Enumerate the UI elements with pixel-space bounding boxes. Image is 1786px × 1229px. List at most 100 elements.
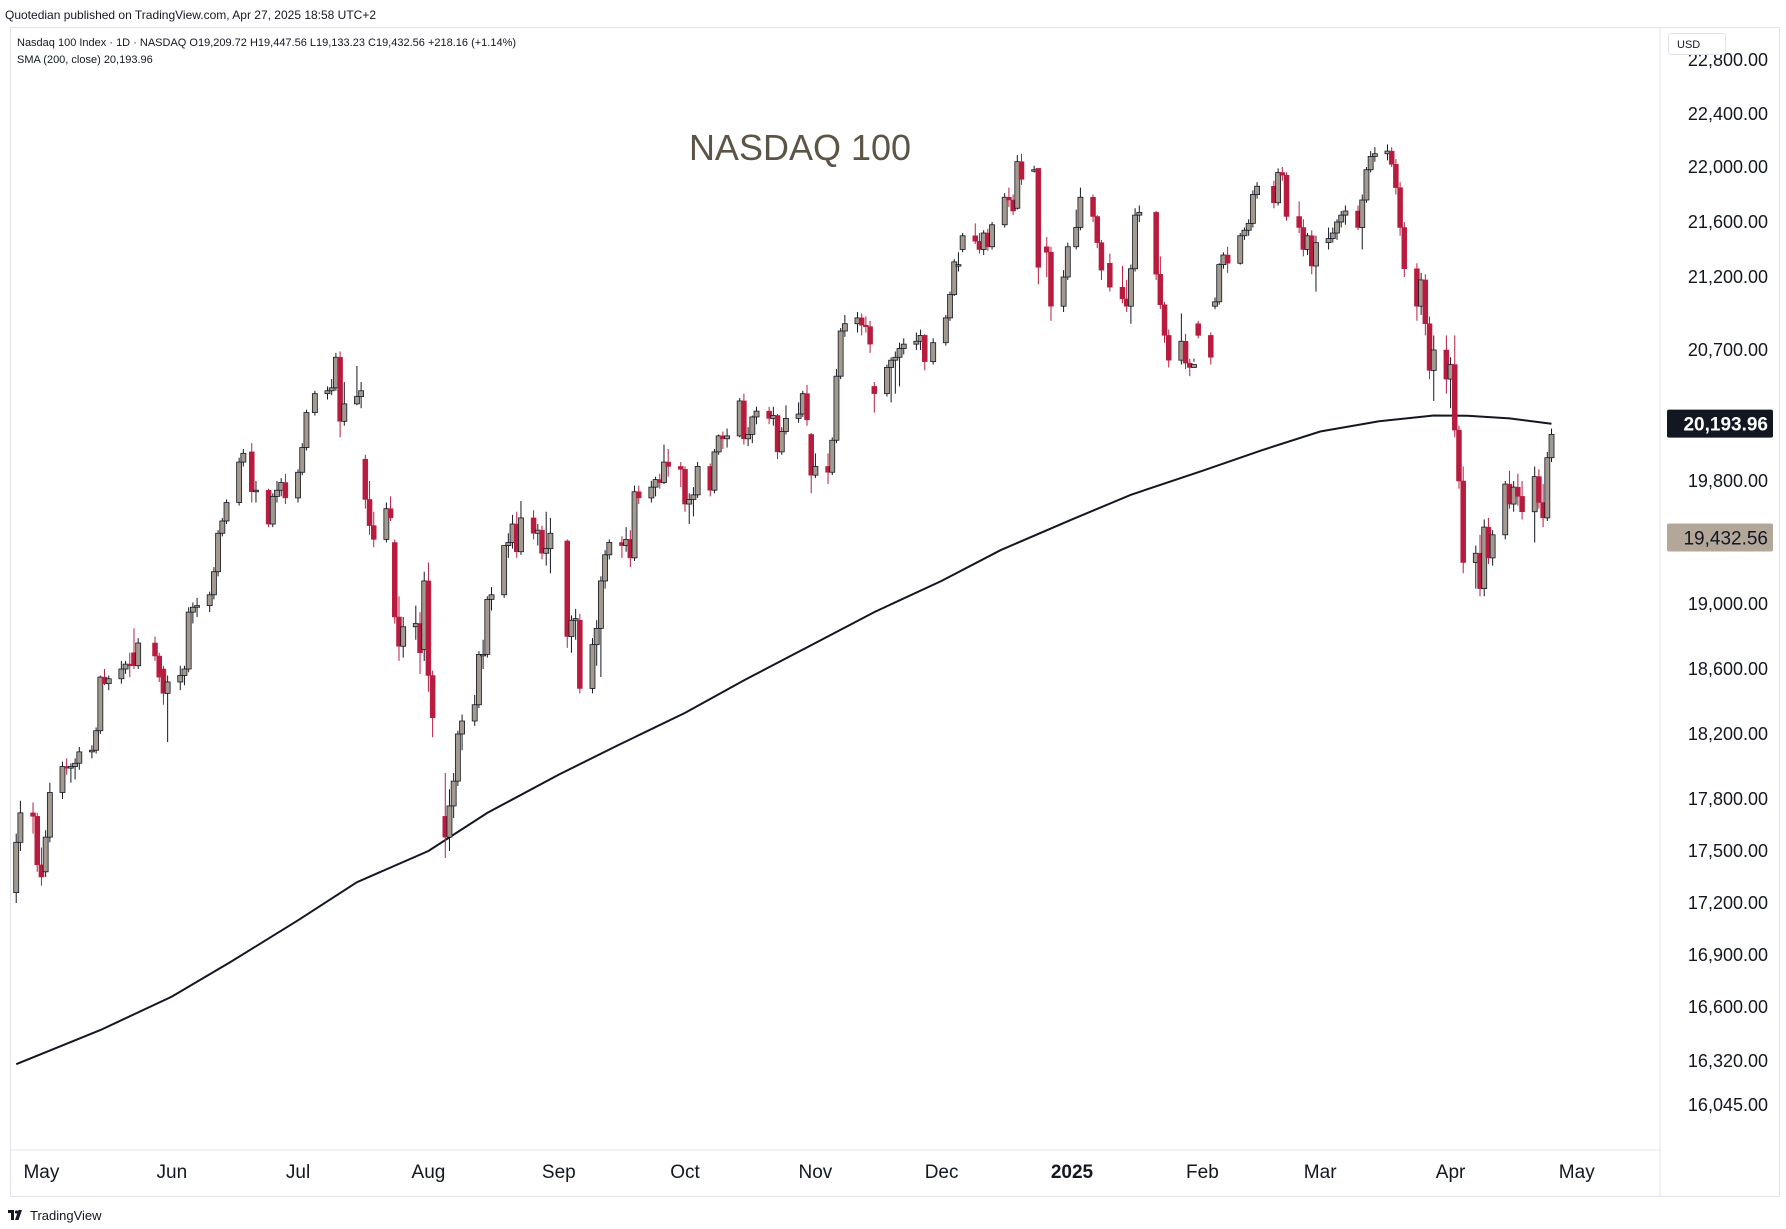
chart-pane[interactable] (10, 27, 1780, 1197)
time-tick-label: Nov (799, 1162, 833, 1183)
sma-line (15, 414, 1552, 1066)
time-scale[interactable]: May Jun Jul Aug Sep Oct Nov Dec 2025 Feb Mar Apr May (10, 1149, 1660, 1183)
indicator-legend-line[interactable]: SMA (200, close) 20,193.96 (17, 54, 153, 66)
candle (1212, 297, 1218, 310)
price-tick-label: 21,600.00 (1688, 212, 1768, 232)
candle-body (1249, 194, 1256, 224)
candle-body (1127, 268, 1134, 307)
candle-body (724, 435, 730, 440)
candle-body (863, 324, 869, 327)
candle (863, 316, 869, 333)
candle (1224, 246, 1231, 273)
candle-body (249, 451, 255, 493)
candle (841, 314, 848, 337)
candle-body (648, 486, 655, 499)
candle-body (370, 525, 377, 540)
time-tick-label: Aug (412, 1162, 446, 1183)
candle-body (299, 447, 306, 473)
price-tick-label: 22,000.00 (1688, 157, 1768, 177)
last-price-label: 19,432.56 (1683, 528, 1768, 549)
candle-body (1367, 155, 1374, 171)
candle (269, 493, 276, 528)
candle-body (888, 359, 895, 368)
footer-brand: TradingView (30, 1207, 102, 1223)
candle (1313, 235, 1319, 292)
candle-body (1060, 276, 1067, 307)
candle-body (892, 356, 899, 361)
candle (1060, 270, 1067, 313)
candle-body (1329, 232, 1336, 239)
candle-body (324, 390, 331, 395)
candle (425, 562, 432, 692)
candle (282, 473, 289, 505)
candle-body (59, 766, 66, 793)
candle-body (1237, 235, 1244, 264)
candle (1430, 335, 1437, 401)
candle (189, 602, 196, 624)
symbol-legend-line[interactable]: Nasdaq 100 Index · 1D · NASDAQ O19,209.7… (17, 37, 517, 49)
candle-body (1098, 242, 1105, 271)
candle-body (311, 393, 318, 413)
candle-body (1363, 169, 1370, 201)
candle-body (1153, 212, 1159, 275)
candle-body (783, 418, 789, 432)
candle-body (690, 494, 697, 500)
candle-body (118, 668, 125, 680)
candle (884, 364, 890, 397)
candle (711, 448, 718, 494)
candle (223, 499, 230, 525)
candle (17, 800, 24, 851)
candle-body (539, 529, 545, 554)
candle (30, 802, 36, 834)
candle-body (896, 348, 903, 358)
candle (1329, 227, 1336, 243)
candle (539, 525, 545, 560)
candle-body (661, 461, 667, 483)
candle (34, 812, 40, 872)
candle-body (1119, 286, 1126, 300)
price-tick-label: 21,200.00 (1688, 267, 1768, 287)
candle-body (922, 335, 928, 362)
candle (1249, 190, 1256, 228)
candle-body (1077, 196, 1084, 228)
price-tick-label: 20,700.00 (1688, 340, 1768, 360)
currency-selector[interactable]: USD (1668, 33, 1726, 55)
candle-body (1212, 301, 1218, 307)
candle (1254, 182, 1260, 199)
candle-body (152, 642, 158, 657)
candle (1048, 246, 1054, 321)
candle-body (1157, 274, 1164, 305)
candle-body (93, 730, 100, 751)
candle-body (547, 532, 554, 550)
candle-body (597, 580, 604, 629)
candle-body (387, 508, 394, 519)
candle (1237, 233, 1244, 265)
candle (1426, 316, 1433, 380)
candle-body (1342, 210, 1349, 216)
candle-body (484, 598, 491, 655)
candle-body (1195, 323, 1201, 336)
candle-body (678, 466, 684, 470)
candle (547, 517, 554, 574)
candle (215, 530, 222, 577)
candle-body (808, 434, 814, 476)
candle (795, 402, 802, 423)
candle (164, 675, 171, 743)
candle-body (749, 416, 756, 435)
candle-body (745, 434, 752, 440)
candle (631, 485, 638, 561)
candle-body (1044, 246, 1050, 253)
candle (1165, 329, 1172, 368)
price-tick-label: 18,600.00 (1688, 659, 1768, 679)
candle (749, 415, 756, 444)
candle-body (17, 812, 24, 843)
candle (808, 432, 814, 494)
candle-body (1502, 483, 1509, 536)
candle (253, 481, 259, 503)
candle-body (858, 317, 865, 326)
candle (160, 665, 167, 705)
price-scale[interactable]: 22,800.00 22,400.00 22,000.00 21,600.00 21,2… (1659, 27, 1768, 1197)
candle-body (652, 479, 659, 488)
candle (597, 576, 604, 678)
